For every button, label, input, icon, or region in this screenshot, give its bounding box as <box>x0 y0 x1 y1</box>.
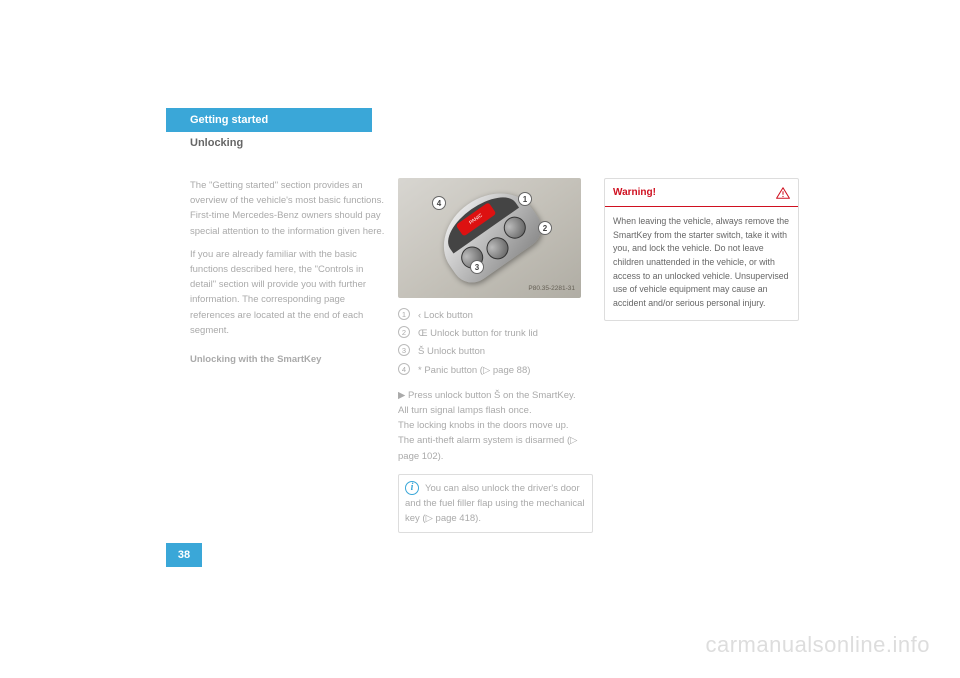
column-1: The "Getting started" section provides a… <box>190 178 385 375</box>
intro-paragraph-1: The "Getting started" section provides a… <box>190 178 385 239</box>
warning-triangle-icon <box>776 187 790 199</box>
info-note: i You can also unlock the driver's door … <box>398 474 593 534</box>
legend-row: 2 Œ Unlock button for trunk lid <box>398 326 593 341</box>
legend-num: 3 <box>398 344 410 356</box>
legend-text: ‹ Lock button <box>418 308 593 323</box>
warning-box: Warning! When leaving the vehicle, alway… <box>604 178 799 321</box>
column-3: Warning! When leaving the vehicle, alway… <box>604 178 799 321</box>
image-callout-3: 3 <box>470 260 484 274</box>
section-subtitle: Unlocking <box>190 137 243 149</box>
key-button-2 <box>482 233 513 264</box>
legend-text: Š Unlock button <box>418 344 593 359</box>
legend-row: 1 ‹ Lock button <box>398 308 593 323</box>
legend-row: 3 Š Unlock button <box>398 344 593 359</box>
image-callout-2: 2 <box>538 221 552 235</box>
warning-title: Warning! <box>613 185 656 201</box>
legend-row: 4 * Panic button (▷ page 88) <box>398 363 593 378</box>
smartkey-image: PANIC 1 2 3 4 P80.35-2281-31 <box>398 178 581 298</box>
legend-num: 2 <box>398 326 410 338</box>
image-callout-1: 1 <box>518 192 532 206</box>
legend-text: Œ Unlock button for trunk lid <box>418 326 593 341</box>
callout-legend: 1 ‹ Lock button 2 Œ Unlock button for tr… <box>398 308 593 378</box>
image-reference: P80.35-2281-31 <box>528 284 575 294</box>
info-note-text: You can also unlock the driver's door an… <box>405 481 586 527</box>
page-number: 38 <box>166 543 202 567</box>
warning-body: When leaving the vehicle, always remove … <box>605 207 798 320</box>
intro-paragraph-2: If you are already familiar with the bas… <box>190 247 385 338</box>
legend-num: 1 <box>398 308 410 320</box>
legend-num: 4 <box>398 363 410 375</box>
info-icon: i <box>405 481 419 495</box>
watermark: carmanualsonline.info <box>705 632 930 658</box>
column-2: PANIC 1 2 3 4 P80.35-2281-31 1 ‹ Lock bu… <box>398 178 593 533</box>
section-tab: Getting started <box>166 108 372 132</box>
legend-text: * Panic button (▷ page 88) <box>418 363 593 378</box>
image-callout-4: 4 <box>432 196 446 210</box>
warning-header: Warning! <box>605 179 798 207</box>
subheading-unlocking: Unlocking with the SmartKey <box>190 352 385 367</box>
instruction-step: ▶ Press unlock button Š on the SmartKey.… <box>398 388 593 464</box>
